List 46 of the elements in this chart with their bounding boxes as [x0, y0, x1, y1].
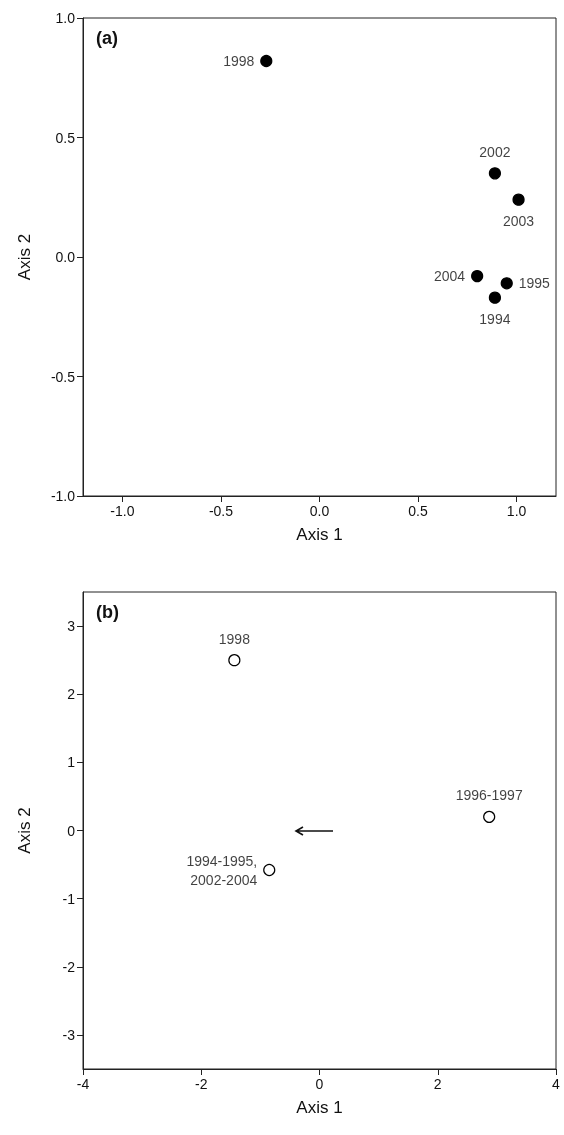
- point: [488, 291, 501, 304]
- annotation: 1998: [218, 630, 251, 647]
- x-tick-label: 1.0: [506, 503, 527, 519]
- point: [500, 277, 513, 290]
- x-axis-title: Axis 1: [296, 525, 343, 544]
- y-tick-label: 3: [67, 618, 76, 635]
- text: (a): [96, 28, 118, 48]
- y-axis-title: Axis 2: [15, 807, 34, 854]
- y-tick-label: 0: [67, 822, 76, 839]
- annotation: 1998: [223, 53, 255, 70]
- annotation: 1995: [518, 275, 551, 292]
- point: [471, 270, 484, 283]
- y-axis-title: Axis 2: [15, 233, 34, 281]
- annotation: 2003: [502, 213, 535, 230]
- point: [512, 193, 525, 206]
- y-tick-label: 0.5: [55, 129, 76, 146]
- x-tick-label: 0.0: [309, 503, 330, 519]
- x-axis-title: Axis 1: [296, 1098, 343, 1117]
- annotation: 2002: [479, 143, 511, 160]
- x-tick-label: 2: [433, 1076, 442, 1092]
- y-tick-label: 2: [67, 686, 76, 703]
- y-tick-label: 1: [67, 754, 76, 771]
- x-tick-label: 4: [552, 1076, 561, 1092]
- annotation: 1994-1995, 2002-2004: [186, 852, 258, 888]
- x-tick-label: -2: [195, 1076, 208, 1092]
- y-tick-label: -0.5: [50, 368, 76, 385]
- x-tick-label: -0.5: [208, 503, 234, 519]
- x-tick-label: -1.0: [110, 503, 135, 519]
- y-tick-label: -3: [62, 1026, 76, 1043]
- annotation: 1994: [479, 311, 511, 328]
- y-tick-label: -1: [62, 890, 76, 907]
- point: [260, 54, 273, 68]
- y-tick-label: 1.0: [55, 10, 76, 26]
- y-tick-label: -1.0: [50, 488, 76, 504]
- x-tick-label: 0.5: [408, 503, 428, 519]
- annotation: 2004: [434, 268, 466, 285]
- x-tick-label: -4: [76, 1076, 90, 1092]
- y-tick-label: -2: [62, 958, 76, 975]
- point: [263, 863, 276, 877]
- text: (b): [96, 602, 119, 622]
- y-tick-label: 0.0: [55, 249, 76, 265]
- point: [488, 167, 501, 180]
- x-tick-label: 0: [315, 1076, 324, 1092]
- annotation: 1996-1997: [455, 787, 523, 804]
- point: [228, 654, 241, 667]
- point: [483, 810, 496, 823]
